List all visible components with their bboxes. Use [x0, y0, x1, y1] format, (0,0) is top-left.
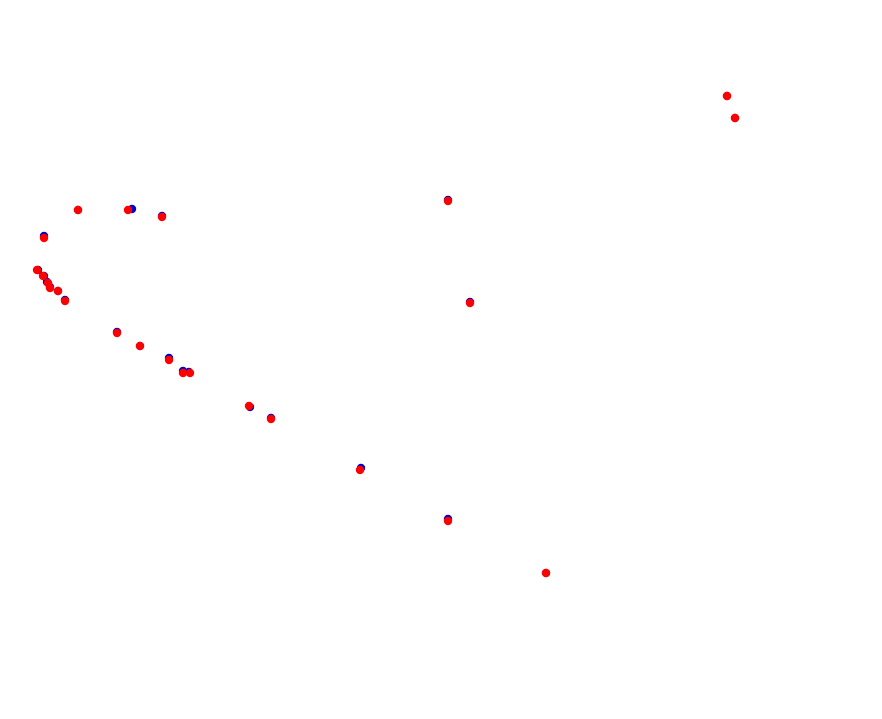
point: [38, 271, 48, 281]
point: [45, 283, 55, 293]
point: [157, 212, 167, 222]
point: [266, 414, 276, 424]
point: [32, 265, 42, 275]
point: [178, 368, 188, 378]
point: [73, 205, 83, 215]
point: [112, 328, 122, 338]
point: [185, 368, 195, 378]
point: [355, 465, 365, 475]
point: [541, 568, 551, 578]
point: [135, 341, 145, 351]
point: [443, 196, 453, 206]
point: [465, 298, 475, 308]
point: [730, 113, 740, 123]
point: [60, 296, 70, 306]
point: [164, 355, 174, 365]
point: [39, 233, 49, 243]
point: [443, 516, 453, 526]
point: [53, 286, 63, 296]
point: [123, 205, 133, 215]
point: [244, 401, 254, 411]
point: [722, 91, 732, 101]
